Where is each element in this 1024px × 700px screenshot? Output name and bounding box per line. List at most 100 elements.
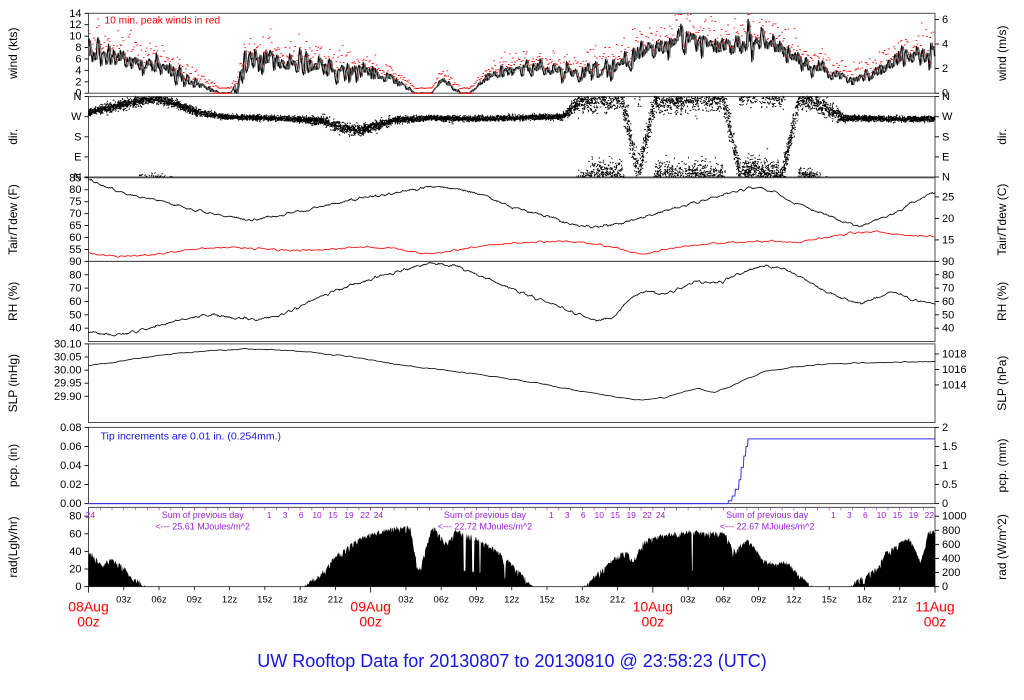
svg-text:15: 15 — [328, 510, 338, 520]
svg-text:30.05: 30.05 — [54, 352, 82, 364]
svg-text:pcp. (mm): pcp. (mm) — [995, 438, 1009, 492]
svg-text:29.90: 29.90 — [54, 391, 82, 403]
svg-text:0.5: 0.5 — [942, 479, 957, 491]
svg-text:SLP (inHg): SLP (inHg) — [6, 354, 20, 412]
svg-text:800: 800 — [942, 525, 960, 537]
svg-text:0: 0 — [75, 581, 81, 593]
svg-text:10: 10 — [312, 510, 322, 520]
svg-text:SLP (hPa): SLP (hPa) — [995, 356, 1009, 411]
svg-text:14: 14 — [69, 8, 81, 20]
svg-text:40: 40 — [942, 323, 954, 335]
svg-text:00z: 00z — [77, 614, 100, 630]
svg-text:60: 60 — [69, 296, 81, 308]
svg-text:1014: 1014 — [942, 379, 966, 391]
svg-text:0.00: 0.00 — [60, 498, 81, 510]
svg-text:24: 24 — [656, 510, 666, 520]
svg-text:6: 6 — [942, 14, 948, 26]
svg-text:24: 24 — [86, 510, 96, 520]
svg-text:06z: 06z — [151, 595, 167, 606]
svg-text:UW Rooftop Data for 20130807: UW Rooftop Data for 20130807 to 20130810… — [257, 651, 767, 671]
svg-text:18z: 18z — [857, 595, 873, 606]
svg-text:N: N — [942, 91, 950, 103]
svg-text:09z: 09z — [187, 595, 203, 606]
svg-text:90: 90 — [942, 256, 954, 268]
svg-text:15z: 15z — [822, 595, 838, 606]
svg-text:4: 4 — [942, 39, 948, 51]
svg-text:60: 60 — [69, 528, 81, 540]
svg-text:70: 70 — [942, 283, 954, 295]
svg-text:15: 15 — [610, 510, 620, 520]
svg-text:4: 4 — [75, 65, 81, 77]
svg-text:10Aug: 10Aug — [633, 599, 673, 615]
svg-text:80: 80 — [69, 269, 81, 281]
svg-text:1018: 1018 — [942, 348, 966, 360]
svg-text:E: E — [942, 151, 949, 163]
svg-text:1: 1 — [831, 510, 836, 520]
svg-text:25: 25 — [942, 191, 954, 203]
svg-text:W: W — [71, 111, 82, 123]
svg-text:2: 2 — [942, 422, 948, 434]
svg-text:S: S — [942, 131, 949, 143]
svg-text:22: 22 — [642, 510, 652, 520]
svg-text:0.02: 0.02 — [60, 479, 81, 491]
svg-text:0.08: 0.08 — [60, 422, 81, 434]
svg-text:06z: 06z — [716, 595, 732, 606]
svg-text:400: 400 — [942, 553, 960, 565]
svg-text:1000: 1000 — [942, 511, 966, 523]
svg-text:21z: 21z — [892, 595, 908, 606]
svg-text:20: 20 — [942, 213, 954, 225]
svg-text:<--- 25.61 MJoules/m^2: <--- 25.61 MJoules/m^2 — [156, 521, 251, 531]
svg-text:30.10: 30.10 — [54, 338, 82, 350]
svg-text:2: 2 — [942, 63, 948, 75]
svg-text:6: 6 — [75, 53, 81, 65]
svg-text:dir.: dir. — [995, 129, 1009, 145]
svg-text:E: E — [74, 151, 81, 163]
svg-text:03z: 03z — [116, 595, 132, 606]
svg-text:RH (%): RH (%) — [6, 282, 20, 321]
svg-text:<--- 22.67 MJoules/m^2: <--- 22.67 MJoules/m^2 — [720, 521, 815, 531]
svg-text:1: 1 — [267, 510, 272, 520]
svg-text:12z: 12z — [786, 595, 802, 606]
svg-text:12z: 12z — [222, 595, 238, 606]
svg-text:0.06: 0.06 — [60, 441, 81, 453]
svg-text:24: 24 — [374, 510, 384, 520]
svg-text:40: 40 — [69, 323, 81, 335]
svg-text:Sum of previous day: Sum of previous day — [726, 510, 809, 520]
svg-text:09Aug: 09Aug — [350, 599, 390, 615]
svg-text:22: 22 — [360, 510, 370, 520]
svg-text:Tip increments are 0.01 in. (0: Tip increments are 0.01 in. (0.254mm.) — [101, 430, 282, 442]
svg-text:09z: 09z — [751, 595, 767, 606]
svg-text:00z: 00z — [924, 614, 947, 630]
svg-text:Tair/Tdew (F): Tair/Tdew (F) — [6, 184, 20, 255]
svg-text:00z: 00z — [359, 614, 382, 630]
svg-text:wind (kts): wind (kts) — [6, 28, 20, 80]
svg-text:50: 50 — [942, 309, 954, 321]
svg-text:75: 75 — [69, 196, 81, 208]
svg-text:<--- 22.72 MJoules/m^2: <--- 22.72 MJoules/m^2 — [438, 521, 533, 531]
svg-text:90: 90 — [69, 256, 81, 268]
svg-text:8: 8 — [75, 42, 81, 54]
svg-text:19: 19 — [909, 510, 919, 520]
svg-text:65: 65 — [69, 220, 81, 232]
svg-text:3: 3 — [847, 510, 852, 520]
svg-text:rad(Lgly/hr): rad(Lgly/hr) — [6, 516, 20, 577]
svg-text:Sum of previous day: Sum of previous day — [162, 510, 245, 520]
svg-text:RH (%): RH (%) — [995, 282, 1009, 321]
svg-text:22: 22 — [925, 510, 935, 520]
svg-text:0: 0 — [942, 581, 948, 593]
svg-text:11Aug: 11Aug — [915, 599, 954, 615]
svg-text:1.5: 1.5 — [942, 441, 957, 453]
svg-text:10: 10 — [594, 510, 604, 520]
svg-text:15: 15 — [893, 510, 903, 520]
svg-text:Sum of previous day: Sum of previous day — [444, 510, 527, 520]
svg-text:03z: 03z — [680, 595, 696, 606]
svg-text:08Aug: 08Aug — [68, 599, 108, 615]
svg-text:0.04: 0.04 — [60, 460, 81, 472]
svg-text:50: 50 — [69, 309, 81, 321]
svg-text:03z: 03z — [398, 595, 414, 606]
svg-text:10: 10 — [877, 510, 887, 520]
svg-text:21z: 21z — [610, 595, 626, 606]
svg-text:85: 85 — [69, 172, 81, 184]
svg-text:3: 3 — [565, 510, 570, 520]
svg-text:10: 10 — [69, 31, 81, 43]
